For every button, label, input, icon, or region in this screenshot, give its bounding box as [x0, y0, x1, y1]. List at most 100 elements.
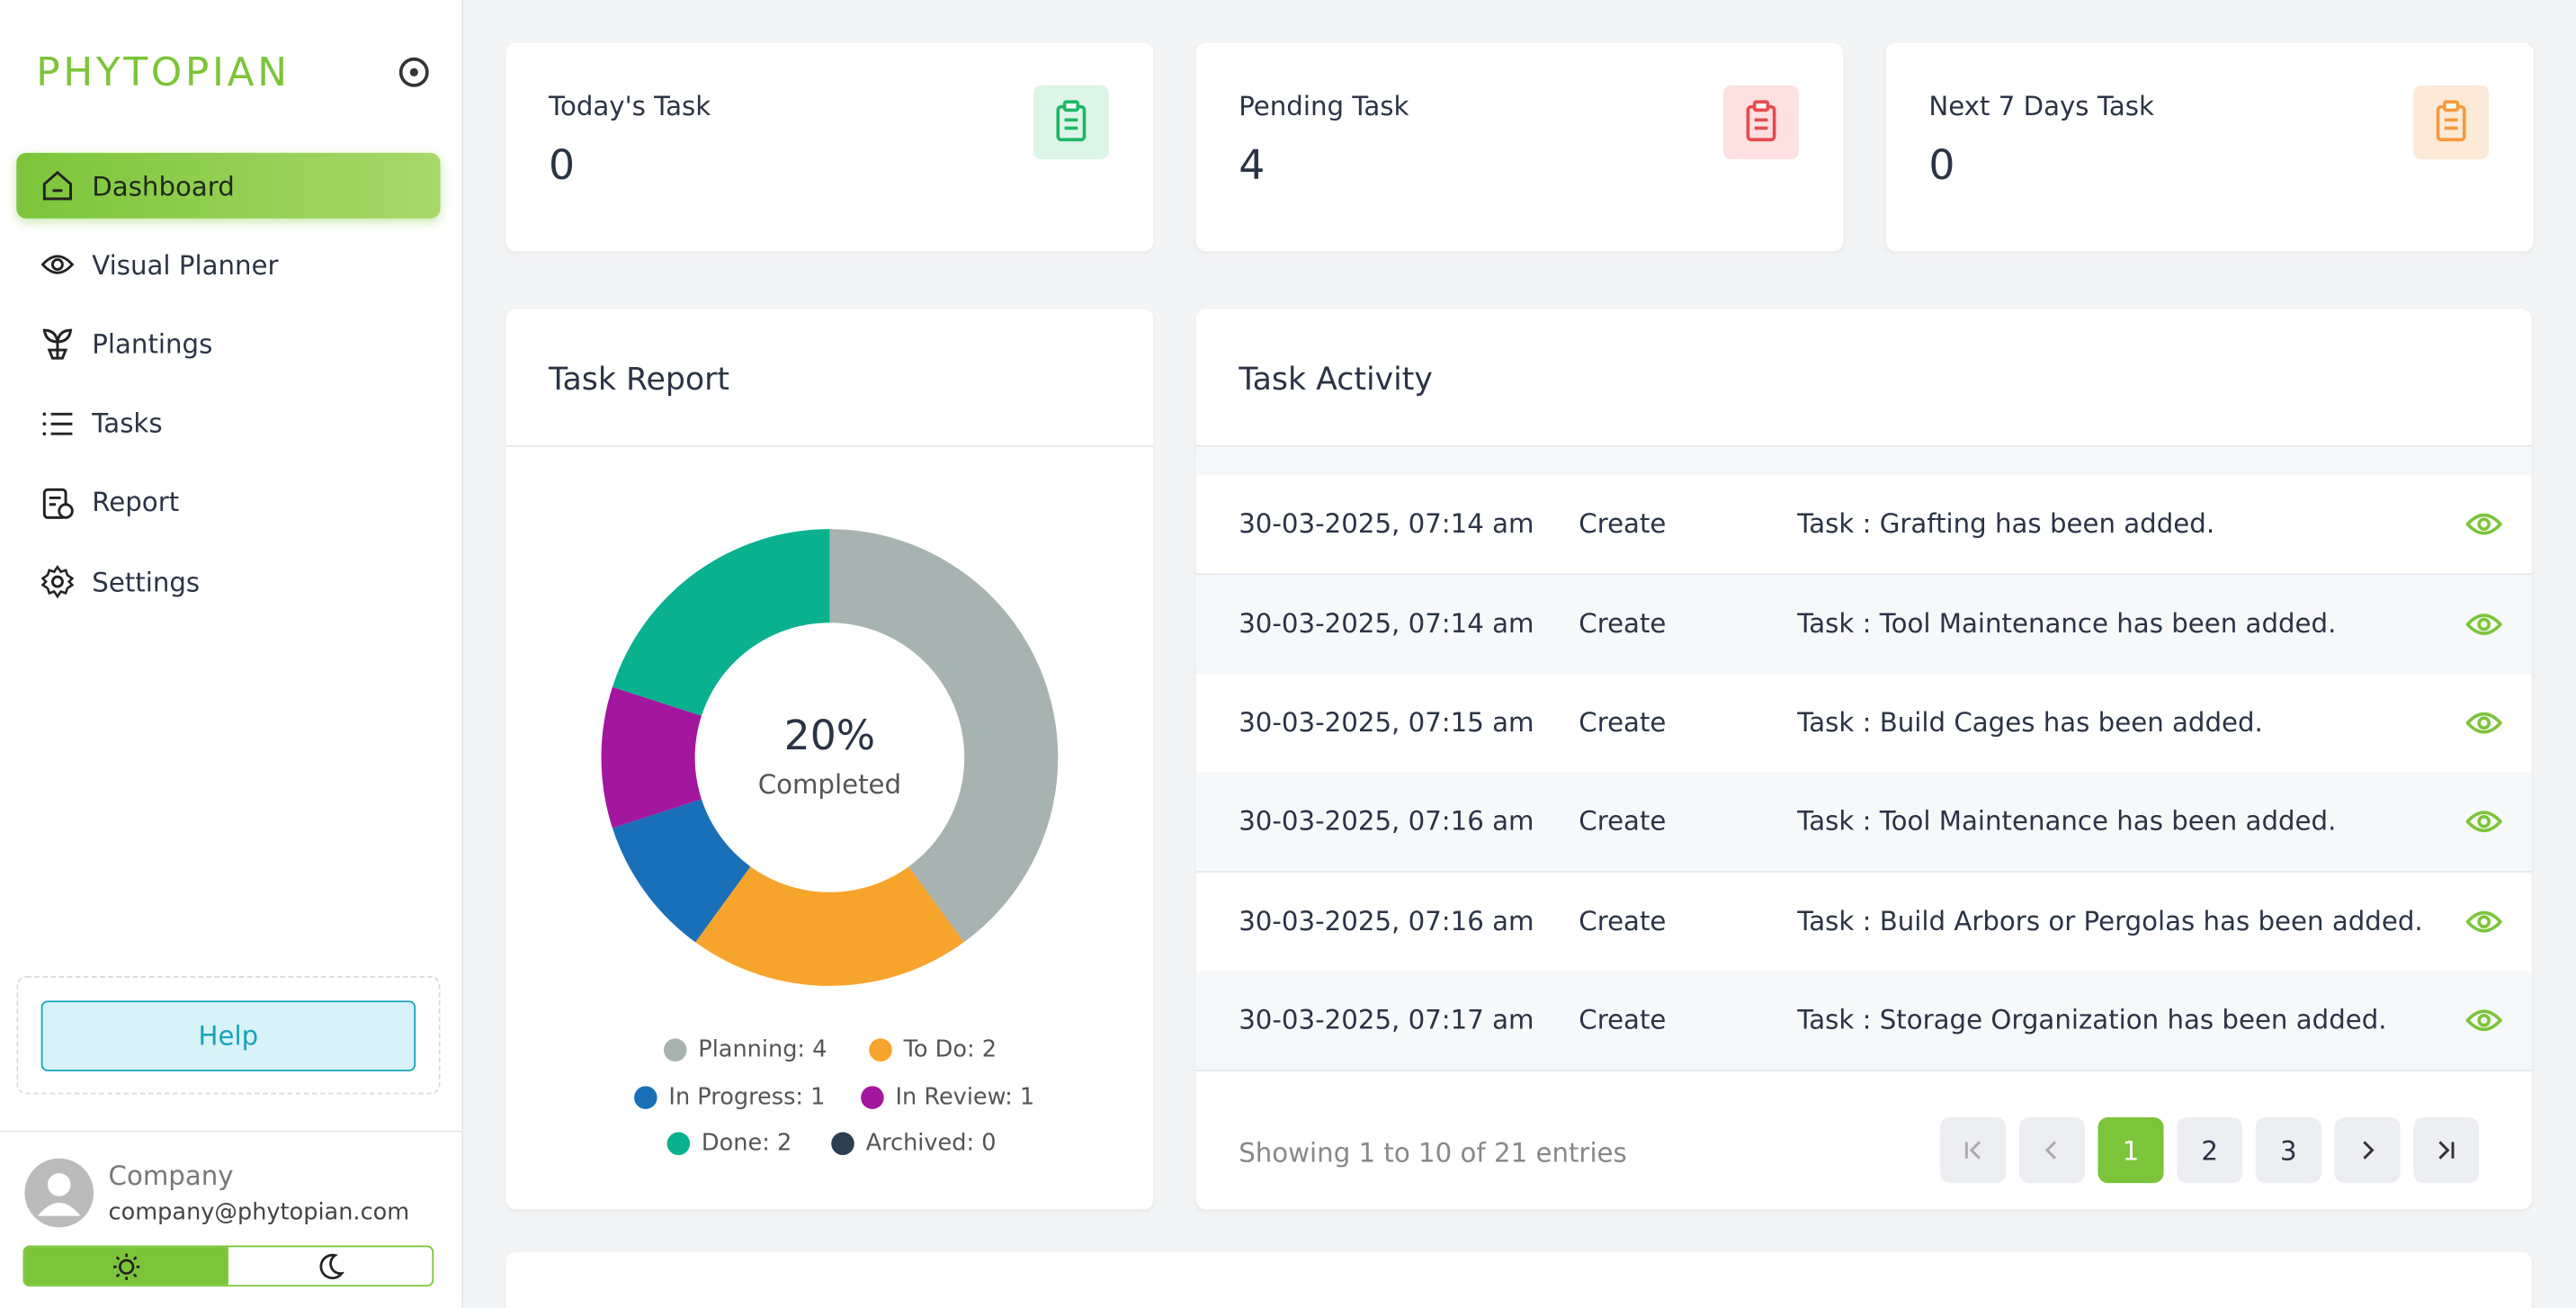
theme-toggle[interactable] [22, 1245, 434, 1287]
row-action: Create [1579, 507, 1667, 540]
legend-item: Done: 2 [666, 1130, 792, 1157]
legend-label: Archived: 0 [865, 1130, 997, 1157]
table-row: 30-03-2025, 07:17 am Create Task : Storage… [1195, 971, 2532, 1071]
nav-item[interactable]: Settings [16, 549, 440, 614]
row-action: Create [1579, 706, 1667, 738]
stat-value: 0 [1928, 141, 1955, 190]
nav-label: Tasks [92, 408, 163, 439]
nav-label: Report [92, 487, 180, 518]
table-row: 30-03-2025, 07:14 am Create Task : Tool Ma… [1195, 574, 2532, 675]
row-date: 30-03-2025, 07:14 am [1239, 507, 1534, 540]
view-button[interactable] [2464, 607, 2503, 647]
center-value: 20% [784, 712, 875, 759]
stat-icon [2413, 85, 2490, 160]
task-activity-title: Task Activity [1239, 361, 1433, 399]
legend-label: In Review: 1 [895, 1084, 1035, 1111]
view-button[interactable] [2464, 706, 2503, 746]
legend-label: Done: 2 [701, 1130, 792, 1157]
user-email: company@phytopian.com [108, 1199, 410, 1226]
legend-item: In Progress: 1 [634, 1085, 825, 1111]
next-page[interactable] [2334, 1117, 2401, 1184]
divider [0, 1130, 462, 1133]
stat-title: Pending Task [1239, 90, 1409, 122]
legend-swatch [666, 1132, 691, 1156]
dark-mode[interactable] [316, 1252, 345, 1282]
logo: PHYTOPIAN [36, 49, 291, 95]
legend-item: Planning: 4 [663, 1036, 827, 1063]
legend-label: Planning: 4 [698, 1036, 827, 1063]
nav-item[interactable]: Visual Planner [16, 232, 440, 298]
help-box: Help [16, 975, 441, 1095]
row-date: 30-03-2025, 07:15 am [1239, 706, 1534, 738]
table-row: 30-03-2025, 07:16 am Create Task : Build A… [1195, 871, 2532, 972]
row-date: 30-03-2025, 07:17 am [1239, 1003, 1534, 1035]
stat-icon [1033, 85, 1109, 160]
sidebar-toggle[interactable] [398, 56, 431, 89]
task-report-title: Task Report [549, 361, 730, 399]
legend-item: Archived: 0 [831, 1130, 997, 1157]
center-caption: Completed [758, 769, 901, 800]
view-button[interactable] [2464, 508, 2503, 548]
row-description: Task : Build Arbors or Pergolas has been… [1797, 904, 2423, 936]
row-description: Task : Grafting has been added. [1797, 507, 2215, 540]
row-action: Create [1579, 1003, 1667, 1035]
row-date: 30-03-2025, 07:16 am [1239, 805, 1534, 838]
nav-label: Settings [92, 566, 201, 597]
stat-icon [1723, 85, 1800, 160]
view-button[interactable] [2464, 905, 2503, 945]
view-button[interactable] [2464, 1004, 2503, 1044]
stat-value: 4 [1239, 141, 1266, 190]
help-button[interactable]: Help [40, 1000, 416, 1071]
legend-item: In Review: 1 [861, 1085, 1034, 1111]
bottom-card [505, 1251, 2532, 1308]
donut-slice [829, 529, 1059, 943]
stat-value: 0 [549, 141, 576, 190]
prev-page[interactable] [2018, 1117, 2085, 1184]
row-description: Task : Tool Maintenance has been added. [1797, 805, 2337, 838]
stat-title: Today's Task [549, 90, 711, 122]
page-button[interactable]: 2 [2177, 1117, 2243, 1184]
row-description: Task : Storage Organization has been add… [1797, 1003, 2387, 1035]
page-button[interactable]: 1 [2097, 1117, 2164, 1184]
row-description: Task : Build Cages has been added. [1797, 706, 2263, 738]
row-action: Create [1579, 805, 1667, 838]
table-row: 30-03-2025, 07:16 am Create Task : Tool Ma… [1195, 772, 2532, 873]
nav-item[interactable]: Report [16, 470, 440, 535]
legend-swatch [831, 1132, 854, 1156]
first-page[interactable] [1940, 1117, 2007, 1184]
entries-info: Showing 1 to 10 of 21 entries [1239, 1136, 1627, 1169]
legend-swatch [663, 1038, 687, 1062]
nav-label: Visual Planner [92, 249, 279, 281]
avatar [24, 1158, 94, 1228]
nav-item[interactable]: Dashboard [16, 152, 441, 219]
donut-slice [612, 799, 751, 943]
last-page[interactable] [2413, 1117, 2480, 1184]
task-report-card: Task Report 20% Completed Planning: 4 To D… [505, 309, 1154, 1210]
nav-label: Dashboard [92, 170, 235, 202]
legend-label: To Do: 2 [903, 1036, 997, 1063]
nav-item[interactable]: Tasks [16, 390, 440, 456]
donut-slice [695, 866, 964, 986]
stat-card: Today's Task 0 [505, 42, 1154, 252]
donut-slice [612, 529, 830, 716]
stat-card: Next 7 Days Task 0 [1885, 42, 2534, 252]
nav-item[interactable]: Plantings [16, 311, 440, 377]
page-button[interactable]: 3 [2255, 1117, 2321, 1184]
light-mode[interactable] [24, 1247, 228, 1286]
divider [505, 444, 1154, 447]
row-action: Create [1579, 607, 1667, 639]
user-name: Company [108, 1160, 234, 1192]
stat-title: Next 7 Days Task [1928, 90, 2154, 122]
table-row: 30-03-2025, 07:15 am Create Task : Build C… [1195, 673, 2532, 775]
view-button[interactable] [2464, 805, 2503, 845]
legend-label: In Progress: 1 [668, 1084, 826, 1111]
table-row: 30-03-2025, 07:14 am Create Task : Graftin… [1195, 475, 2532, 576]
nav-label: Plantings [92, 328, 213, 360]
legend-swatch [861, 1086, 884, 1109]
legend-swatch [869, 1038, 892, 1062]
view-button[interactable] [2466, 447, 2502, 449]
row-date: 30-03-2025, 07:14 am [1239, 607, 1534, 639]
